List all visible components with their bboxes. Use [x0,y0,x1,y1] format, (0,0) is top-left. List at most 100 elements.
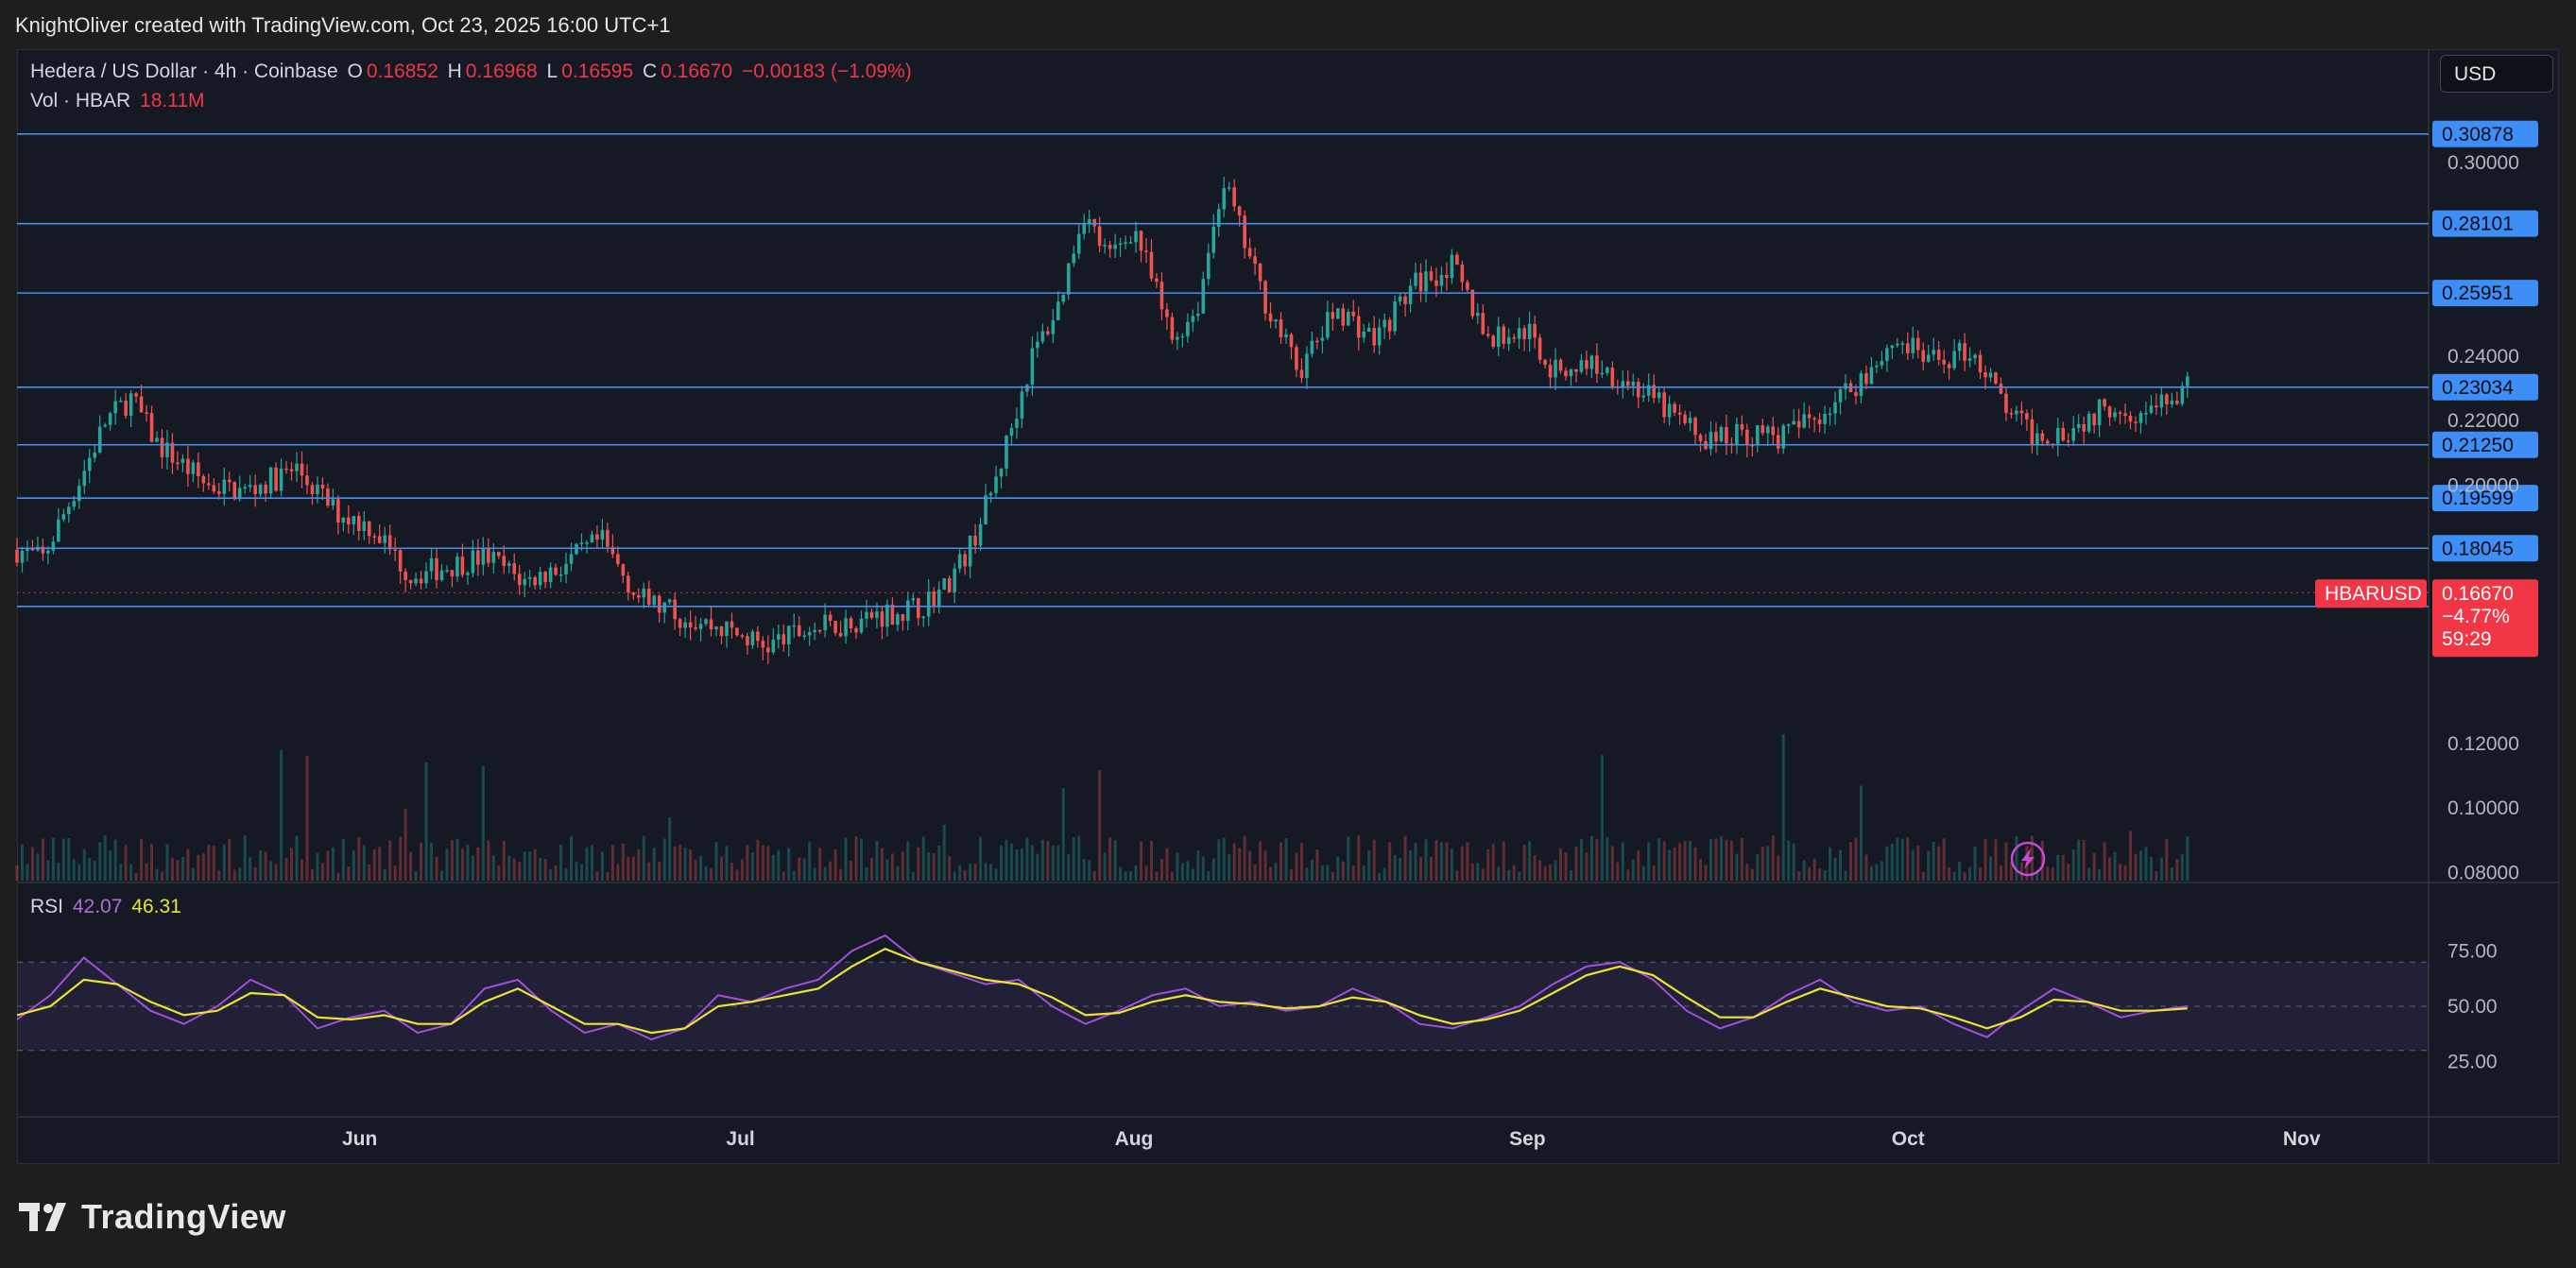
candle-body [1740,423,1744,430]
volume-bar [1916,845,1920,881]
volume-bar [1528,841,1532,881]
volume-bar [792,870,796,881]
candle-body [1932,350,1936,355]
volume-bar [160,871,163,881]
candle-body [1947,364,1951,368]
candle-body [1522,328,1526,339]
candle-body [2097,399,2102,426]
footer-logo[interactable]: TradingView [19,1196,286,1238]
volume-bar [911,871,915,881]
level-tag [2432,431,2538,458]
time-axis-tick: Nov [2283,1128,2321,1150]
volume-bar [1159,859,1163,881]
volume-bar [1693,847,1697,881]
candle-body [1885,348,1889,362]
volume-bar [823,866,827,881]
volume-bar [388,840,392,881]
candle-body [1356,316,1361,338]
candle-body [243,487,247,488]
candle-body [1243,215,1246,248]
candle-body [67,506,71,515]
candle-body [258,484,263,495]
volume-bar [165,844,169,881]
volume-bar [766,846,770,881]
volume-bar [1455,870,1459,881]
candle-body [936,589,941,608]
candle-body [523,578,526,586]
candle-body [2159,394,2164,408]
volume-bar [1180,863,1184,881]
volume-bar [875,840,879,881]
volume-bar [1979,867,1983,881]
candle-body [1165,309,1169,317]
candle-body [398,550,403,572]
candle-body [139,396,144,413]
volume-bar [1610,846,1614,881]
volume-bar [1077,835,1081,881]
legend-volume-label: Vol · HBAR [30,90,131,111]
volume-bar [1704,865,1708,881]
lightning-icon[interactable] [2010,841,2046,877]
candle-body [1756,425,1760,446]
candle-body [1128,242,1133,244]
volume-bar [860,838,864,881]
candle-body [1097,226,1102,247]
volume-bar [399,836,403,881]
candle-body [662,602,667,613]
rsi-line [16,934,2188,1041]
volume-bar [2087,867,2091,881]
volume-bar [1460,846,1464,881]
candle-body [2107,406,2112,418]
candle-body [833,620,837,633]
candle-body [1186,321,1190,336]
candle-body [1506,336,1511,344]
volume-bar [1119,866,1123,881]
candle-body [761,641,765,648]
candle-body [1854,392,1858,397]
volume-bar [942,824,946,881]
candle-body [807,632,812,636]
volume-bar [1056,845,1060,881]
volume-bar [1403,835,1407,881]
volume-bar [1927,850,1931,881]
candle-body [1455,254,1459,266]
volume-bar [1176,852,1179,881]
candle-body [698,624,703,629]
volume-bar [746,844,749,881]
candle-body [1496,326,1501,348]
rsi-axis-tick: 75.00 [2447,941,2498,963]
volume-bar [750,852,754,881]
candle-body [336,499,340,523]
candle-body [2040,433,2045,441]
volume-bar [445,848,449,881]
volume-bar [2098,869,2102,881]
volume-bar [1606,837,1609,881]
candle-body [740,635,745,637]
volume-bar [2149,857,2153,881]
volume-bar [1025,837,1029,881]
currency-selector[interactable]: USD [2440,55,2553,93]
candle-body [295,463,299,471]
candle-body [424,571,428,584]
volume-bar [1729,840,1733,881]
volume-bar [658,861,661,881]
volume-bar [1771,835,1775,881]
candle-body [26,548,29,551]
candle-body [113,401,117,414]
volume-bar [347,865,351,881]
candle-body [564,563,568,574]
volume-bar [1595,838,1599,881]
candle-body [869,611,874,618]
candle-body [704,619,708,625]
volume-bar [2103,842,2106,881]
volume-bar [1637,850,1640,881]
volume-bar [476,847,480,881]
candle-body [1305,353,1309,379]
candle-body [797,625,801,637]
volume-bar [518,862,522,881]
volume-bar [901,851,904,881]
volume-bar [1647,842,1651,881]
volume-bar [316,852,319,881]
candle-body [756,631,760,642]
